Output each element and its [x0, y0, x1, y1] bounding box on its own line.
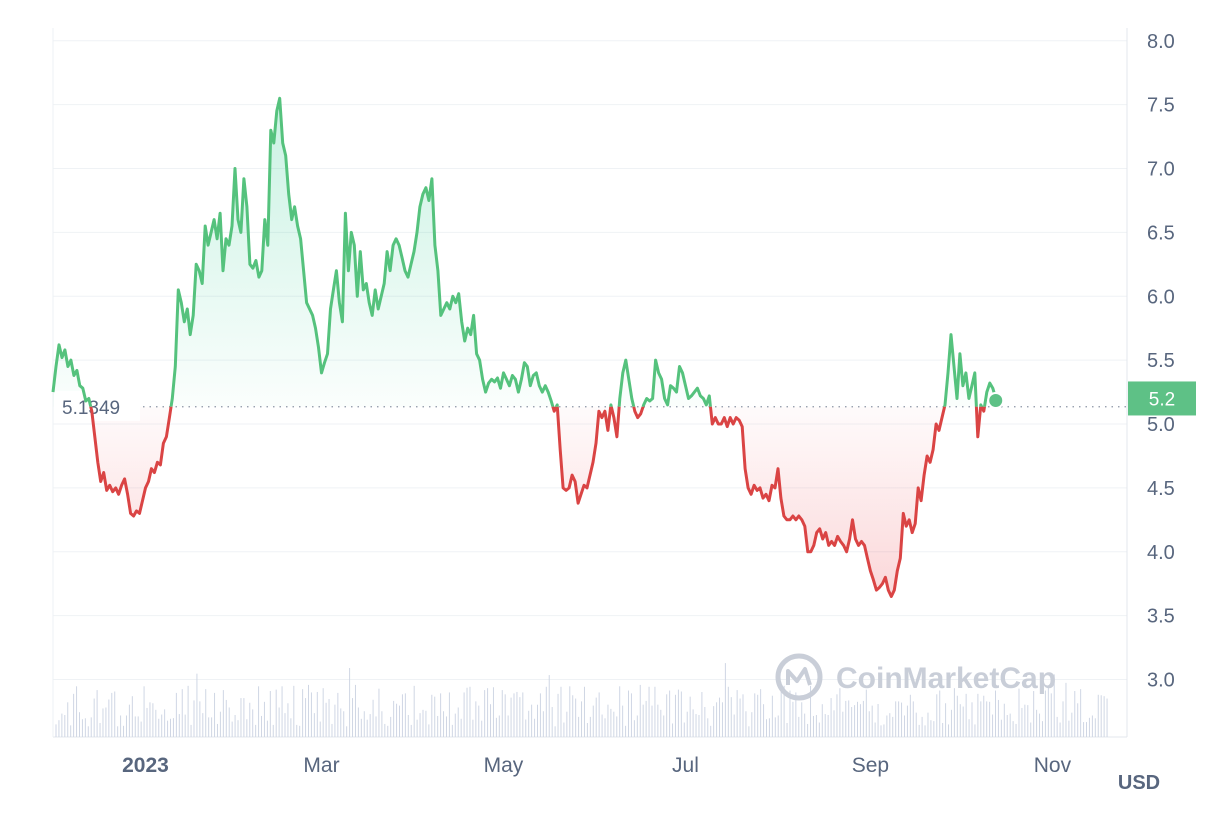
x-tick-label: 2023: [122, 754, 169, 777]
y-tick-label: 3.0: [1147, 670, 1175, 692]
y-tick-label: 5.0: [1147, 414, 1175, 436]
volume-bars: [55, 663, 1108, 737]
area-above-reference: [53, 98, 996, 407]
x-tick-label: Sep: [852, 754, 889, 777]
y-tick-label: 7.0: [1147, 159, 1175, 181]
y-tick-label: 3.5: [1147, 606, 1175, 628]
price-line-up[interactable]: [51, 96, 998, 596]
x-tick-label: Jul: [672, 754, 699, 777]
x-tick-label: Nov: [1034, 754, 1072, 777]
price-area: [53, 98, 996, 597]
y-tick-label: 8.0: [1147, 31, 1175, 53]
current-price-tag-bg: [1128, 381, 1196, 416]
area-below-reference: [53, 406, 996, 597]
x-tick-label: May: [484, 754, 524, 777]
reference-line: 5.1349: [54, 390, 1127, 421]
watermark-text: CoinMarketCap: [836, 662, 1056, 695]
price-line-down[interactable]: [53, 98, 996, 598]
x-tick-label: Mar: [303, 754, 339, 777]
axes: 3.0 3.5 4.0 4.5 5.0 5.5 6.0 6.5 7.0 7.5 8.0 2023 Mar…: [122, 31, 1175, 794]
coinmarketcap-logo-icon: [775, 653, 823, 701]
current-price-tag-text: 5.2: [1149, 389, 1175, 410]
currency-unit-label: USD: [1118, 772, 1160, 794]
reference-label-bg: [54, 390, 140, 421]
y-tick-label: 4.5: [1147, 478, 1175, 500]
price-line[interactable]: [51, 96, 1005, 598]
y-tick-label: 6.5: [1147, 222, 1175, 244]
current-price-tag: 5.2: [1128, 381, 1196, 416]
y-tick-label: 5.5: [1147, 350, 1175, 372]
y-tick-label: 7.5: [1147, 95, 1175, 117]
y-tick-label: 4.0: [1147, 542, 1175, 564]
last-price-dot[interactable]: [987, 391, 1005, 409]
coinmarketcap-watermark: CoinMarketCap: [775, 653, 1056, 701]
coinmarketcap-logo-mark: [786, 667, 812, 686]
y-tick-label: 6.0: [1147, 286, 1175, 308]
